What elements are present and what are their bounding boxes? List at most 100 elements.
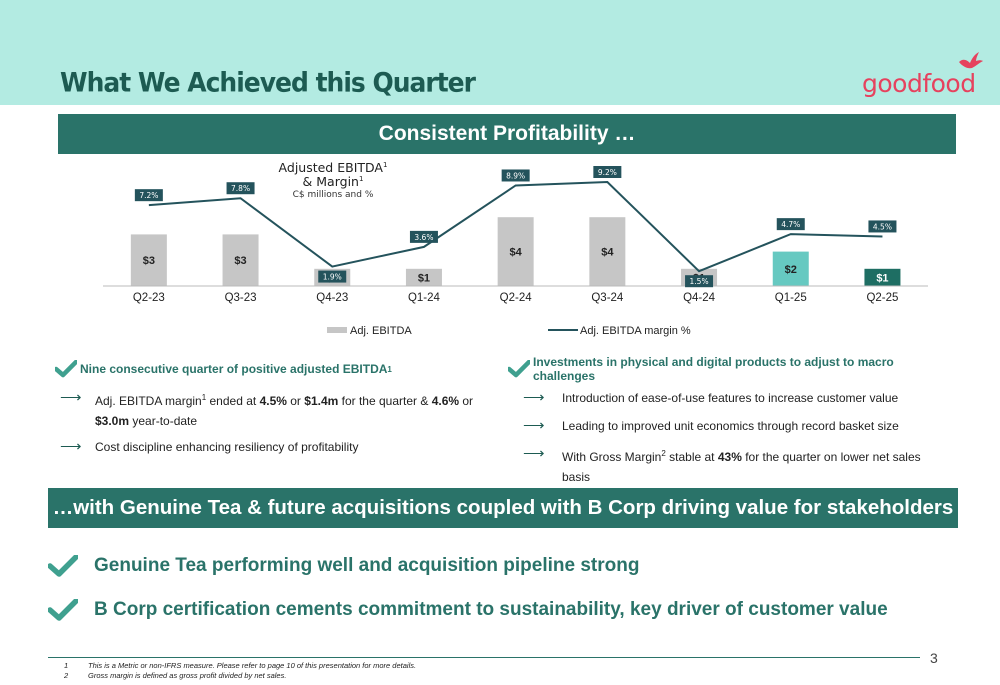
bullet-cost-discipline: ⟶ Cost discipline enhancing resiliency o…	[55, 437, 475, 457]
chart-title-sup2: 1	[359, 175, 363, 183]
arrow-icon: ⟶	[523, 445, 545, 462]
logo-text: goodfood	[862, 69, 976, 98]
footnote-number: 2	[64, 671, 69, 680]
margin-label-box-Q2-23	[134, 189, 163, 202]
bird-icon	[959, 52, 983, 69]
footer-divider	[48, 657, 920, 658]
margin-line	[148, 180, 883, 273]
bar-label-Q1-25: $2	[785, 264, 797, 276]
margin-label-Q3-24: 9.2%	[598, 168, 617, 177]
x-tick-Q4-23: Q4-23	[316, 292, 348, 304]
arrow-icon: ⟶	[523, 389, 545, 406]
bar-Q1-24	[405, 268, 442, 286]
x-tick-Q3-23: Q3-23	[225, 292, 257, 304]
check-icon	[48, 599, 78, 621]
key-point-genuine-tea: Genuine Tea performing well and acquisit…	[48, 555, 639, 577]
investments-heading: Investments in physical and digital prod…	[508, 355, 948, 383]
bar-label-Q3-23: $3	[234, 255, 246, 267]
x-tick-Q1-24: Q1-24	[408, 292, 441, 304]
margin-label-box-Q4-24	[685, 275, 714, 288]
profitability-heading-text: Nine consecutive quarter of positive adj…	[80, 362, 388, 376]
b1-text-3: or	[286, 394, 305, 408]
margin-label-Q2-24: 8.9%	[506, 171, 525, 180]
margin-label-Q3-23: 7.8%	[231, 184, 250, 193]
arrow-icon: ⟶	[60, 438, 82, 455]
x-tick-Q2-24: Q2-24	[500, 292, 533, 304]
key-point-text: B Corp certification cements commitment …	[94, 599, 888, 620]
rb2-text: Leading to improved unit economics throu…	[562, 419, 899, 433]
b1-text-2: ended at	[206, 394, 260, 408]
margin-label-Q1-25: 4.7%	[781, 220, 800, 229]
profitability-section: Nine consecutive quarter of positive adj…	[55, 358, 475, 457]
bar-Q2-25	[864, 268, 901, 286]
footnote-text: Gross margin is defined as gross profit …	[88, 671, 287, 680]
bullet-ease-of-use: ⟶ Introduction of ease-of-use features t…	[508, 388, 948, 408]
x-tick-Q3-24: Q3-24	[591, 292, 624, 304]
svg-text:Adjusted EBITDA1: Adjusted EBITDA1	[279, 160, 388, 175]
b1-text-1: Adj. EBITDA margin	[95, 394, 202, 408]
margin-label-box-Q4-23	[318, 270, 347, 283]
legend-bar-label: Adj. EBITDA	[350, 325, 412, 337]
investments-heading-text: Investments in physical and digital prod…	[533, 355, 894, 383]
margin-label-box-Q2-25	[868, 220, 897, 233]
footnote-1: 1 This is a Metric or non-IFRS measure. …	[64, 661, 416, 670]
goodfood-logo: goodfood	[862, 52, 983, 102]
bar-Q2-23	[130, 234, 167, 286]
b1-text-6: year-to-date	[129, 414, 198, 428]
stakeholders-banner: …with Genuine Tea & future acquisitions …	[48, 488, 958, 528]
rb3-text-1: With Gross Margin	[562, 450, 662, 464]
margin-label-box-Q1-24	[409, 230, 438, 243]
margin-label-Q2-23: 7.2%	[139, 191, 158, 200]
b2-text: Cost discipline enhancing resiliency of …	[95, 440, 359, 454]
bars-layer: $3$3$1$1$4$4$1$2$1	[130, 217, 901, 286]
ebitda-chart: Adjusted EBITDA1 & Margin1 C$ millions a…	[103, 160, 928, 337]
b1-value-2: $1.4m	[304, 394, 339, 408]
x-tick-Q1-25: Q1-25	[775, 292, 807, 304]
check-icon	[55, 360, 77, 378]
margin-label-box-Q3-23	[226, 182, 255, 195]
bar-label-Q3-24: $4	[601, 247, 614, 259]
arrow-icon: ⟶	[60, 389, 82, 406]
rb3-value-1: 43%	[717, 450, 742, 464]
key-point-b-corp: B Corp certification cements commitment …	[48, 599, 888, 621]
margin-label-box-Q1-25	[776, 218, 805, 231]
bar-Q3-24	[589, 217, 626, 286]
margin-label-Q1-24: 3.6%	[414, 233, 433, 242]
b1-value-3: 4.6%	[431, 394, 460, 408]
rb1-text: Introduction of ease-of-use features to …	[562, 391, 899, 405]
x-axis-ticks: Q2-23 Q3-23 Q4-23 Q1-24 Q2-24 Q3-24 Q4-24 Q1-25…	[133, 292, 899, 304]
b1-value-1: 4.5%	[259, 394, 287, 408]
bar-label-Q2-23: $3	[143, 255, 155, 267]
margin-label-Q2-25: 4.5%	[873, 222, 892, 231]
header-band	[0, 0, 1000, 105]
footnote-text: This is a Metric or non-IFRS measure. Pl…	[88, 661, 417, 670]
bar-Q3-23	[222, 234, 259, 286]
profitability-banner: Consistent Profitability …	[58, 114, 956, 154]
x-tick-Q2-25: Q2-25	[866, 292, 898, 304]
legend-line-label: Adj. EBITDA margin %	[580, 325, 691, 337]
page-title: What We Achieved this Quarter	[60, 66, 476, 99]
bar-label-Q1-24: $1	[418, 272, 430, 284]
x-tick-Q4-24: Q4-24	[683, 292, 716, 304]
b1-value-4: $3.0m	[95, 414, 130, 428]
key-point-text: Genuine Tea performing well and acquisit…	[94, 555, 640, 576]
chart-subtitle: C$ millions and %	[293, 190, 374, 200]
x-tick-Q2-23: Q2-23	[133, 292, 165, 304]
bullet-gross-margin: ⟶ With Gross Margin2 stable at 43% for t…	[508, 444, 948, 487]
check-icon	[508, 360, 530, 378]
svg-text:& Margin1: & Margin1	[303, 174, 364, 189]
chart-title: Adjusted EBITDA1 & Margin1 C$ millions a…	[279, 160, 388, 200]
chart-title-line2: & Margin	[303, 174, 359, 189]
footnote-number: 1	[64, 661, 69, 670]
chart-legend: Adj. EBITDA Adj. EBITDA margin %	[327, 325, 691, 337]
b1-sup: 1	[201, 393, 207, 402]
chart-title-line1: Adjusted EBITDA	[279, 160, 384, 175]
footnote-2: 2 Gross margin is defined as gross profi…	[64, 671, 286, 680]
line-layer: 7.2% 7.8% 1.9% 3.6% 8.9% 9.2% 1.5% 4.7% 4.5%	[134, 166, 897, 288]
bar-Q2-24	[497, 217, 534, 286]
margin-label-Q4-23: 1.9%	[323, 273, 342, 282]
margin-label-Q4-24: 1.5%	[690, 277, 709, 286]
b1-text-5: or	[459, 394, 474, 408]
legend-bar-swatch	[327, 327, 347, 333]
check-icon	[48, 555, 78, 577]
